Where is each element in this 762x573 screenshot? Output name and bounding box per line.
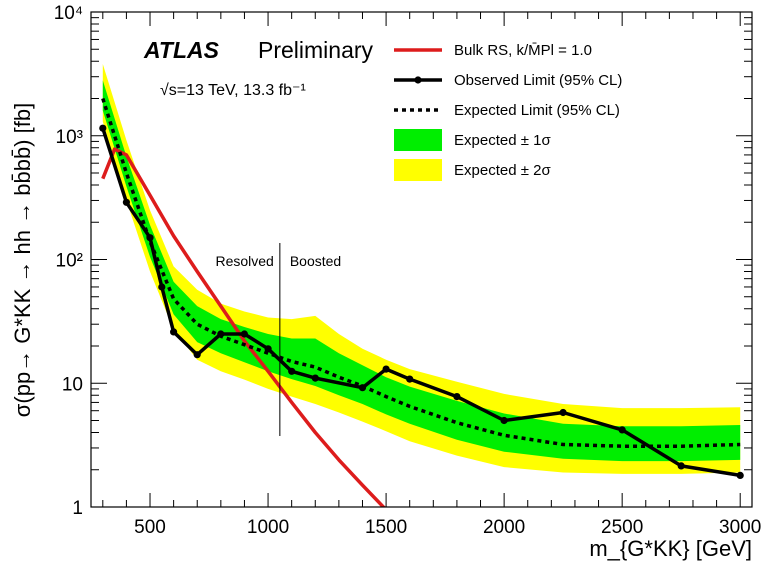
- observed-point: [311, 374, 319, 382]
- axis-ticks: 500 1000 1500 2000 2500 3000 1 10 10² 10³ 10⁴: [54, 3, 762, 538]
- y-axis-title: σ(pp→ G*KK → hh → bb̄bb̄) [fb]: [10, 103, 35, 417]
- expected-limit-line: [101, 97, 741, 448]
- y-tick-label: 10²: [56, 251, 83, 272]
- observed-point: [99, 124, 107, 132]
- energy-lumi-label: √s=13 TeV, 13.3 fb⁻¹: [160, 82, 306, 99]
- legend-label: Expected Limit (95% CL): [454, 102, 620, 119]
- y-tick-label: 10⁴: [54, 3, 83, 24]
- band-two-sigma: [102, 64, 741, 474]
- axis-titles: m_{G*KK} [GeV] σ(pp→ G*KK → hh → bb̄bb̄)…: [10, 103, 752, 561]
- region-annotations: Resolved Boosted: [215, 243, 341, 436]
- legend-entry: Expected ± 2σ: [394, 159, 551, 181]
- observed-point: [736, 471, 744, 479]
- theory-curve: [101, 147, 386, 507]
- legend: Bulk RS, k/M̄Pl = 1.0 Observed Limit (95%…: [394, 42, 622, 181]
- legend-label: Observed Limit (95% CL): [454, 72, 622, 89]
- legend-swatch-band: [394, 159, 442, 181]
- x-tick-label: 500: [134, 517, 166, 538]
- chart-header: ATLAS Preliminary √s=13 TeV, 13.3 fb⁻¹: [143, 37, 374, 99]
- observed-point: [382, 365, 390, 373]
- observed-point: [158, 283, 166, 291]
- observed-point: [677, 462, 685, 470]
- status-label: Preliminary: [258, 37, 374, 63]
- observed-point: [122, 198, 130, 206]
- x-tick-label: 1000: [247, 517, 289, 538]
- observed-point: [453, 393, 461, 401]
- uncertainty-bands: [102, 64, 741, 474]
- legend-entry: Bulk RS, k/M̄Pl = 1.0: [394, 42, 592, 59]
- observed-limit-line: [101, 127, 741, 478]
- x-axis-title: m_{G*KK} [GeV]: [589, 536, 752, 561]
- observed-point: [618, 426, 626, 434]
- observed-point: [500, 416, 508, 425]
- experiment-label: ATLAS: [143, 37, 220, 63]
- legend-entry: Expected Limit (95% CL): [394, 102, 620, 119]
- legend-entry: Expected ± 1σ: [394, 129, 551, 151]
- legend-label: Expected ± 2σ: [454, 162, 551, 179]
- y-tick-label: 1: [72, 498, 83, 519]
- observed-point: [288, 367, 296, 375]
- legend-label: Expected ± 1σ: [454, 132, 551, 149]
- x-tick-label: 2500: [601, 517, 643, 538]
- x-tick-label: 2000: [483, 517, 525, 538]
- legend-swatch-band: [394, 129, 442, 151]
- limit-curves: [99, 97, 744, 507]
- y-tick-label: 10: [62, 374, 83, 395]
- boosted-label: Boosted: [290, 253, 341, 269]
- observed-point: [193, 351, 201, 359]
- resolved-label: Resolved: [215, 253, 273, 269]
- x-tick-label: 3000: [719, 517, 761, 538]
- observed-point: [559, 408, 567, 417]
- y-tick-label: 10³: [56, 127, 83, 148]
- observed-point: [406, 375, 414, 383]
- observed-point: [170, 328, 178, 336]
- legend-swatch-marker: [414, 76, 422, 84]
- legend-entry: Observed Limit (95% CL): [394, 72, 622, 89]
- observed-point: [264, 345, 272, 353]
- observed-point: [240, 330, 248, 338]
- legend-label: Bulk RS, k/M̄Pl = 1.0: [454, 42, 592, 59]
- x-tick-label: 1500: [365, 517, 407, 538]
